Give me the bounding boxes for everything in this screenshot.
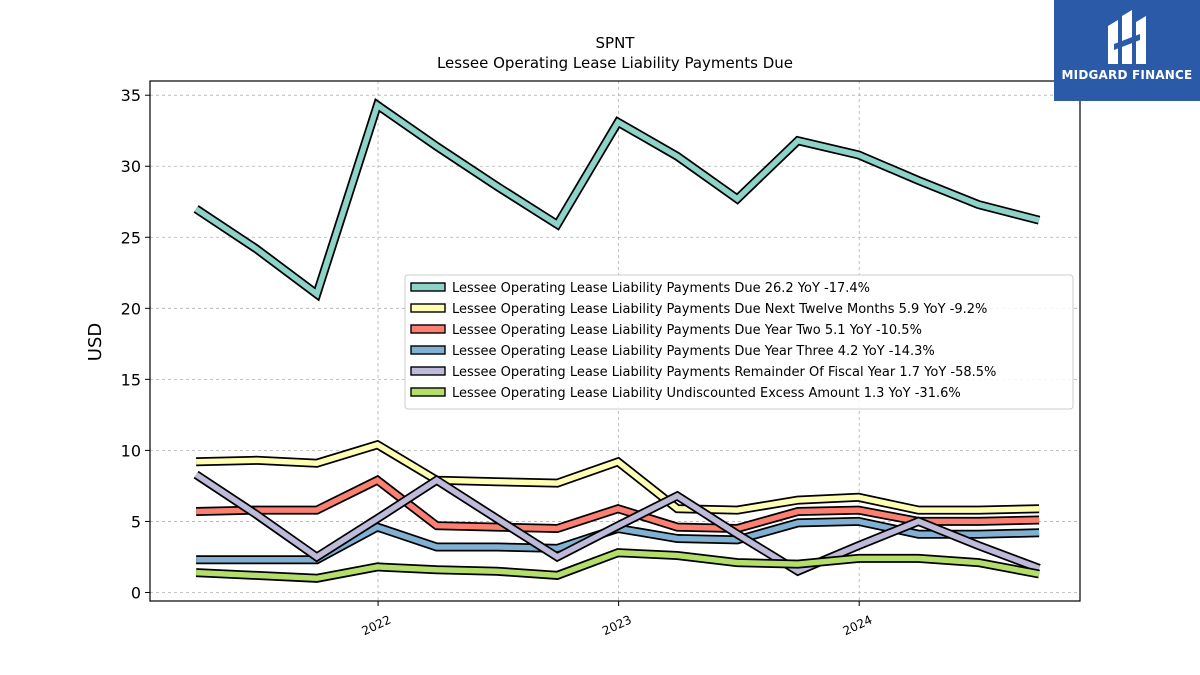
y-tick-label: 25 [121, 228, 141, 247]
series-2-line [196, 441, 1040, 513]
legend-swatch [410, 282, 446, 292]
series-1-line [194, 100, 1040, 299]
brand-logo: MIDGARD FINANCE [1054, 0, 1200, 101]
legend-label: Lessee Operating Lease Liability Payment… [452, 323, 922, 338]
legend-swatch [410, 345, 446, 355]
legend-label: Lessee Operating Lease Liability Undisco… [452, 386, 961, 401]
legend-label: Lessee Operating Lease Liability Payment… [452, 302, 987, 317]
y-tick-label: 10 [121, 441, 141, 460]
series-2 [195, 439, 1040, 515]
y-axis-label: USD [85, 323, 106, 361]
series-1 [193, 98, 1041, 302]
legend-entry: Lessee Operating Lease Liability Payment… [410, 323, 922, 338]
chart-subtitle: Lessee Operating Lease Liability Payment… [437, 54, 793, 72]
legend-box [404, 274, 1074, 410]
legend-swatch [410, 387, 446, 397]
y-tick-label: 15 [121, 370, 141, 389]
legend-entry: Lessee Operating Lease Liability Payment… [410, 365, 996, 380]
y-tick-label: 30 [121, 157, 141, 176]
chart-title: SPNT [596, 34, 636, 52]
series-6-line [195, 549, 1040, 582]
series-5-line [194, 472, 1041, 575]
series-2-outline [195, 439, 1040, 515]
legend-label: Lessee Operating Lease Liability Payment… [452, 281, 870, 296]
series-5 [193, 470, 1041, 577]
legend-entry: Lessee Operating Lease Liability Payment… [410, 344, 935, 359]
legend-label: Lessee Operating Lease Liability Payment… [452, 344, 935, 359]
legend-swatch [410, 366, 446, 376]
legend-swatch [410, 324, 446, 334]
legend-label: Lessee Operating Lease Liability Payment… [452, 365, 996, 380]
x-tick-label: 2024 [841, 613, 875, 639]
series-1-outline [193, 98, 1041, 302]
legend-swatch [410, 303, 446, 313]
x-tick-label: 2022 [360, 613, 394, 639]
y-tick-label: 0 [131, 583, 141, 602]
legend-entry: Lessee Operating Lease Liability Payment… [410, 302, 987, 317]
y-tick-label: 5 [131, 512, 141, 531]
legend-entry: Lessee Operating Lease Liability Undisco… [410, 386, 961, 401]
brand-logo-text: MIDGARD FINANCE [1061, 68, 1193, 82]
legend: Lessee Operating Lease Liability Payment… [404, 274, 1074, 410]
plot-frame [149, 80, 1081, 602]
series-3 [195, 474, 1040, 534]
y-tick-label: 20 [121, 299, 141, 318]
y-tick-label: 35 [121, 86, 141, 105]
brand-logo-icon [1108, 10, 1146, 64]
series-3-line [196, 476, 1040, 532]
series-lines [193, 98, 1041, 583]
legend-entry: Lessee Operating Lease Liability Payment… [410, 281, 870, 296]
series-6 [195, 548, 1040, 583]
x-tick-label: 2023 [600, 613, 634, 639]
